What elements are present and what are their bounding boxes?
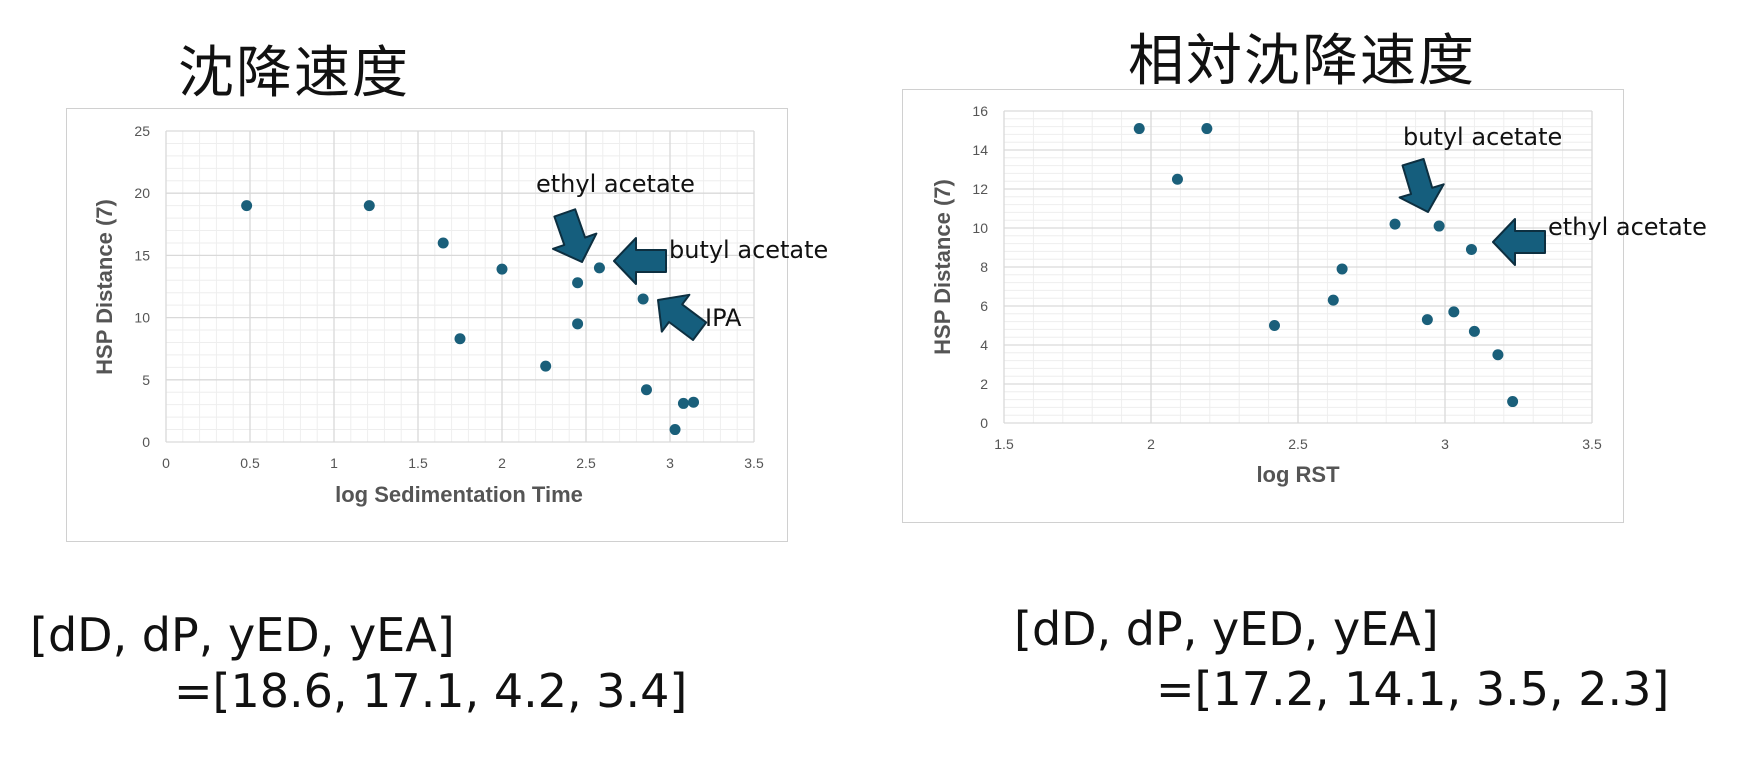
- y-tick-label: 10: [134, 310, 150, 326]
- data-point: [540, 360, 552, 372]
- data-point: [1171, 173, 1183, 185]
- y-tick-label: 0: [142, 434, 150, 450]
- annotation-label: ethyl acetate: [1548, 213, 1707, 241]
- annotation-label: butyl acetate: [669, 236, 828, 264]
- annotation-arrow: [1492, 218, 1546, 266]
- x-tick-label: 3.5: [744, 455, 764, 471]
- left-chart-title: 沈降速度: [178, 41, 410, 106]
- x-tick-label: 0: [162, 455, 170, 471]
- y-tick-label: 8: [980, 259, 988, 275]
- y-tick-label: 12: [972, 181, 988, 197]
- y-tick-label: 0: [980, 415, 988, 431]
- x-tick-label: 2.5: [576, 455, 596, 471]
- y-tick-label: 15: [134, 247, 150, 263]
- data-point: [241, 200, 253, 212]
- y-tick-label: 10: [972, 220, 988, 236]
- data-point: [677, 397, 689, 409]
- x-tick-label: 3: [666, 455, 674, 471]
- y-tick-label: 16: [972, 103, 988, 119]
- x-tick-label: 0.5: [240, 455, 260, 471]
- x-axis-label: log RST: [1256, 462, 1340, 487]
- data-point: [1389, 218, 1401, 230]
- data-point: [437, 237, 449, 249]
- y-tick-label: 6: [980, 298, 988, 314]
- right-param-values: =[17.2, 14.1, 3.5, 2.3]: [1156, 662, 1670, 716]
- y-tick-label: 14: [972, 142, 988, 158]
- data-point: [593, 262, 605, 274]
- data-point: [1433, 220, 1445, 232]
- data-point: [688, 396, 700, 408]
- x-tick-label: 1.5: [408, 455, 428, 471]
- annotation-arrow: [552, 208, 598, 263]
- left-param-label: [dD, dP, yED, yEA]: [30, 608, 455, 662]
- y-axis-label: HSP Distance (7): [930, 179, 955, 355]
- data-point: [572, 318, 584, 330]
- data-point: [1421, 314, 1433, 326]
- y-tick-label: 4: [980, 337, 988, 353]
- data-point: [1336, 263, 1348, 275]
- right-chart-title: 相対沈降速度: [1128, 29, 1476, 94]
- x-tick-label: 2: [1147, 436, 1155, 452]
- data-point: [1327, 294, 1339, 306]
- annotation-label: ethyl acetate: [536, 170, 695, 198]
- y-tick-label: 2: [980, 376, 988, 392]
- data-point: [496, 263, 508, 275]
- x-tick-label: 2: [498, 455, 506, 471]
- annotation-arrow: [1398, 158, 1445, 213]
- data-point: [640, 384, 652, 396]
- annotation-label: IPA: [705, 304, 742, 332]
- data-point: [1201, 123, 1213, 135]
- data-point: [572, 277, 584, 289]
- data-point: [1492, 349, 1504, 361]
- annotation-arrow: [613, 237, 667, 285]
- annotation-label: butyl acetate: [1403, 123, 1562, 151]
- x-tick-label: 1.5: [994, 436, 1014, 452]
- data-point: [1507, 396, 1519, 408]
- x-axis-label: log Sedimentation Time: [335, 482, 583, 507]
- x-tick-label: 2.5: [1288, 436, 1308, 452]
- data-point: [1465, 243, 1477, 255]
- x-tick-label: 3.5: [1582, 436, 1602, 452]
- data-point: [363, 200, 375, 212]
- data-point: [637, 293, 649, 305]
- x-tick-label: 1: [330, 455, 338, 471]
- x-tick-label: 3: [1441, 436, 1449, 452]
- data-point: [454, 333, 466, 345]
- y-tick-label: 5: [142, 372, 150, 388]
- y-tick-label: 25: [134, 123, 150, 139]
- data-point: [1268, 320, 1280, 331]
- y-axis-label: HSP Distance (7): [92, 199, 117, 375]
- data-point: [669, 424, 681, 436]
- left-param-values: =[18.6, 17.1, 4.2, 3.4]: [174, 664, 688, 718]
- y-tick-label: 20: [134, 185, 150, 201]
- data-point: [1468, 325, 1480, 337]
- data-point: [1133, 123, 1145, 135]
- right-param-label: [dD, dP, yED, yEA]: [1014, 602, 1439, 656]
- data-point: [1448, 306, 1460, 318]
- annotation-arrow: [657, 293, 708, 341]
